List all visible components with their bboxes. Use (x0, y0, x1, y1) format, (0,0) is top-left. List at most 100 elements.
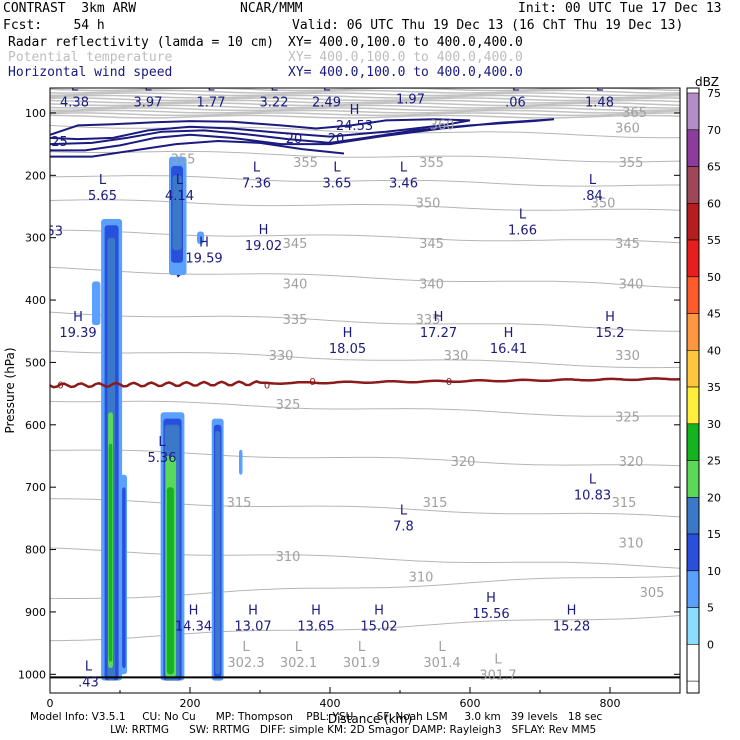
theta-label: 345 (283, 237, 308, 252)
wind-extremum-value: 1.66 (508, 223, 537, 238)
colorbar-label: 60 (707, 197, 721, 210)
wind-extremum-value: 7.36 (242, 177, 271, 192)
theta-extremum-symbol: L (494, 652, 502, 667)
wind-extremum-value: 4.14 (165, 189, 194, 204)
wind-extremum-value: 24.53 (336, 119, 373, 134)
theta-contours (50, 88, 680, 642)
theta-line (50, 575, 680, 600)
y-tick-label: 500 (25, 356, 46, 369)
wind-extremum-symbol: H (504, 326, 514, 341)
reflectivity-cell (122, 487, 126, 669)
field-label-wind: Horizontal wind speed (8, 65, 173, 80)
theta-extremum-symbol: L (242, 640, 250, 655)
wind-contour-label: 25 (51, 135, 68, 150)
wind-extremum-value: 15.28 (553, 619, 590, 634)
wind-extremum-value: 3.97 (134, 95, 163, 110)
colorbar-swatch (686, 129, 700, 167)
wind-extremum-symbol: L (158, 435, 166, 450)
wind-extremum-value: 1.97 (396, 92, 425, 107)
wind-extremum-value: 19.59 (185, 251, 222, 266)
colorbar-swatch (686, 313, 700, 351)
wind-extremum-value: 19.02 (245, 239, 282, 254)
wind-extremum-symbol: L (400, 161, 408, 176)
theta-label: 310 (409, 571, 434, 586)
colorbar-swatch (686, 496, 700, 535)
y-tick-label: 100 (25, 107, 46, 120)
y-tick-label: 700 (25, 481, 46, 494)
wind-extremum-value: 4.38 (60, 95, 89, 110)
theta-line-dense (50, 89, 680, 94)
reflectivity-cell (92, 281, 101, 326)
wind-extremum-value: 17.27 (420, 326, 457, 341)
wind-extremum-symbol: H (259, 223, 269, 238)
wind-contour-label: 20 (286, 132, 303, 147)
wind-extremum-value: 13.07 (234, 619, 271, 634)
theta-label: 355 (619, 156, 644, 171)
wind-extremum-symbol: H (311, 603, 321, 618)
wind-extremum-symbol: L (176, 173, 184, 188)
theta-extremum-symbol: L (438, 640, 446, 655)
reflectivity-cell (166, 487, 174, 675)
wind-extremum-symbol: L (596, 79, 604, 94)
wind-extremum-symbol: L (333, 161, 341, 176)
colorbar-swatch (686, 643, 700, 682)
theta-line-dense (50, 104, 680, 109)
colorbar-swatch (686, 570, 700, 608)
theta-line (50, 311, 680, 332)
colorbar-label: 50 (707, 271, 721, 284)
wind-extremum-symbol: L (519, 207, 527, 222)
wind-extremum-value: 7.8 (393, 520, 414, 535)
wind-extremum-value: 16.41 (490, 342, 527, 357)
colorbar-label: 75 (707, 87, 721, 100)
theta-line (50, 229, 680, 244)
wind-extremum-symbol: H (343, 326, 353, 341)
y-axis-label: Pressure (hPa) (3, 347, 17, 433)
wind-extremum-value: 15.02 (360, 619, 397, 634)
wind-extremum-value: 14.34 (175, 619, 212, 634)
wind-extremum-symbol: H (199, 235, 209, 250)
theta-label: 330 (615, 349, 640, 364)
zero-isotherm (50, 377, 680, 389)
wind-extremum-symbol: L (407, 76, 415, 91)
wind-extremum-symbol: H (73, 310, 83, 325)
theta-label: 355 (293, 156, 318, 171)
wind-contour-label: 20 (328, 132, 345, 147)
colorbar-swatch (686, 239, 700, 278)
wind-extremum-value: .06 (505, 95, 526, 110)
wind-extremum-value: 13.65 (297, 619, 334, 634)
theta-line (50, 199, 680, 211)
x-axis-label: Distance (km) (328, 712, 412, 726)
wind-extremum-symbol: L (144, 79, 152, 94)
x-tick-label: 600 (460, 697, 481, 710)
theta-label: 310 (276, 550, 301, 565)
wind-extremum-symbol: L (99, 173, 107, 188)
wind-extremum-value: 5.36 (148, 451, 177, 466)
y-tick-label: 900 (25, 606, 46, 619)
wind-extremum-value: 3.46 (389, 177, 418, 192)
theta-label: 365 (622, 106, 647, 121)
field-xy-wind: XY= 400.0,100.0 to 400.0,400.0 (288, 65, 523, 80)
theta-line-dense (50, 114, 680, 119)
wind-extremum-symbol: L (270, 79, 278, 94)
theta-extremum-value: 301.9 (343, 656, 380, 671)
wind-extremum-value: 15.56 (472, 607, 509, 622)
reflectivity-cell (215, 431, 221, 675)
forecast-hour: Fcst: 54 h (3, 18, 105, 33)
colorbar-label: 55 (707, 234, 721, 247)
y-tick-label: 800 (25, 544, 46, 557)
theta-label: 340 (419, 277, 444, 292)
theta-label: 305 (640, 586, 665, 601)
theta-line (50, 498, 680, 518)
wind-extremum-value: 10.83 (574, 488, 611, 503)
theta-label: 345 (419, 237, 444, 252)
wind-extremum-value: 1.77 (197, 95, 226, 110)
field-xy-reflectivity: XY= 400.0,100.0 to 400.0,400.0 (288, 35, 523, 50)
wind-extremum-symbol: L (85, 660, 93, 675)
theta-line (50, 266, 680, 289)
colorbar-label: 0 (707, 638, 714, 651)
edge-label: 53 (47, 224, 64, 239)
theta-label: 355 (419, 156, 444, 171)
theta-label: 340 (619, 277, 644, 292)
wind-extremum-symbol: L (71, 79, 79, 94)
